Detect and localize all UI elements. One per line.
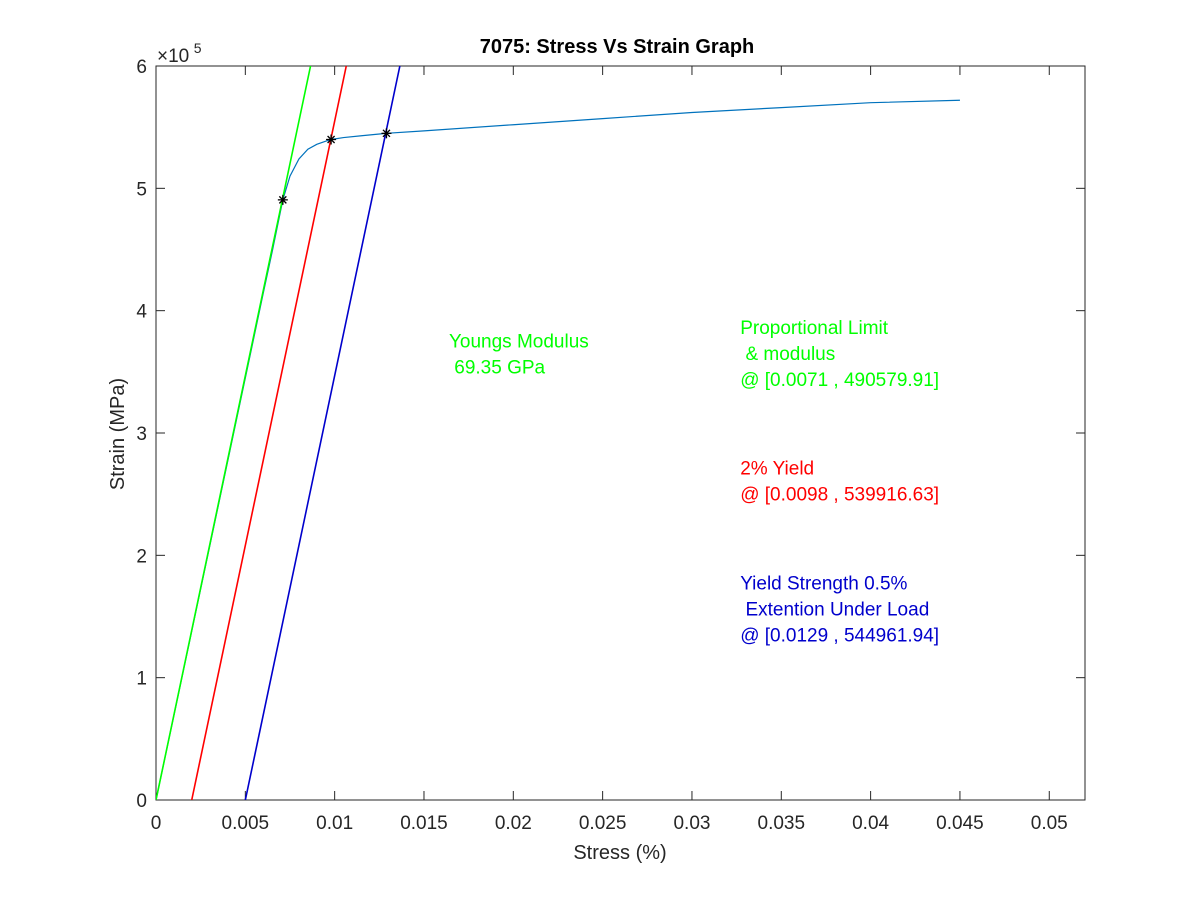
x-tick-label: 0.04 xyxy=(852,813,889,834)
x-tick-label: 0.015 xyxy=(400,813,448,834)
asterisk-marker xyxy=(277,194,288,205)
y-tick-label: 2 xyxy=(136,546,147,567)
y-exponent-base: ×10 xyxy=(157,46,189,67)
x-tick-label: 0.025 xyxy=(579,813,627,834)
x-tick-label: 0.005 xyxy=(222,813,270,834)
youngs-modulus-line xyxy=(156,66,312,800)
x-tick-label: 0.03 xyxy=(673,813,710,834)
y-tick-label: 0 xyxy=(136,791,147,812)
asterisk-marker xyxy=(381,128,392,139)
two-percent-offset-line xyxy=(190,66,348,800)
y-tick-label: 5 xyxy=(136,179,147,200)
annotation-line: @ [0.0071 , 490579.91] xyxy=(740,370,939,391)
annotation-line: Proportional Limit xyxy=(740,318,889,339)
x-tick-label: 0.045 xyxy=(936,813,984,834)
x-axis-label: Stress (%) xyxy=(573,842,666,864)
y-axis-label: Strain (MPa) xyxy=(107,378,129,490)
annotation-line: & modulus xyxy=(740,344,835,365)
two-percent-yield-annotation: 2% Yield @ [0.0098 , 539916.63] xyxy=(740,459,939,506)
annotation-line: Extention Under Load xyxy=(740,600,929,621)
x-tick-label: 0.035 xyxy=(758,813,806,834)
chart-title: 7075: Stress Vs Strain Graph xyxy=(480,36,755,58)
annotation-line: Yield Strength 0.5% xyxy=(740,574,907,595)
x-tick-label: 0 xyxy=(151,813,162,834)
stress-strain-curve xyxy=(156,99,960,800)
y-exponent-label: ×10 5 xyxy=(157,40,202,67)
youngs-modulus-annotation: Youngs Modulus 69.35 GPa xyxy=(449,331,589,378)
annotation-line: 69.35 GPa xyxy=(449,357,546,378)
x-tick-label: 0.02 xyxy=(495,813,532,834)
y-tick-label: 3 xyxy=(136,424,147,445)
annotation-line: Youngs Modulus xyxy=(449,331,589,352)
annotation-line: 2% Yield xyxy=(740,459,814,480)
proportional-limit-annotation: Proportional Limit & modulus @ [0.0071 , … xyxy=(740,318,939,391)
y-tick-label: 4 xyxy=(136,302,147,323)
y-exponent-power: 5 xyxy=(194,40,202,56)
x-tick-label: 0.01 xyxy=(316,813,353,834)
y-tick-label: 6 xyxy=(136,57,147,78)
annotation-line: @ [0.0098 , 539916.63] xyxy=(740,485,939,506)
x-tick-label: 0.05 xyxy=(1031,813,1068,834)
asterisk-marker xyxy=(326,134,337,145)
yield-strength-annotation: Yield Strength 0.5% Extention Under Load… xyxy=(740,574,939,647)
plot-area: 0 0.005 0.01 0.015 0.02 0.025 0.03 0.035 0.04 0.0… xyxy=(136,57,1086,834)
y-tick-label: 1 xyxy=(136,669,147,690)
annotation-line: @ [0.0129 , 544961.94] xyxy=(740,626,939,647)
axes-box xyxy=(155,65,1086,801)
half-percent-extension-line xyxy=(244,66,401,800)
